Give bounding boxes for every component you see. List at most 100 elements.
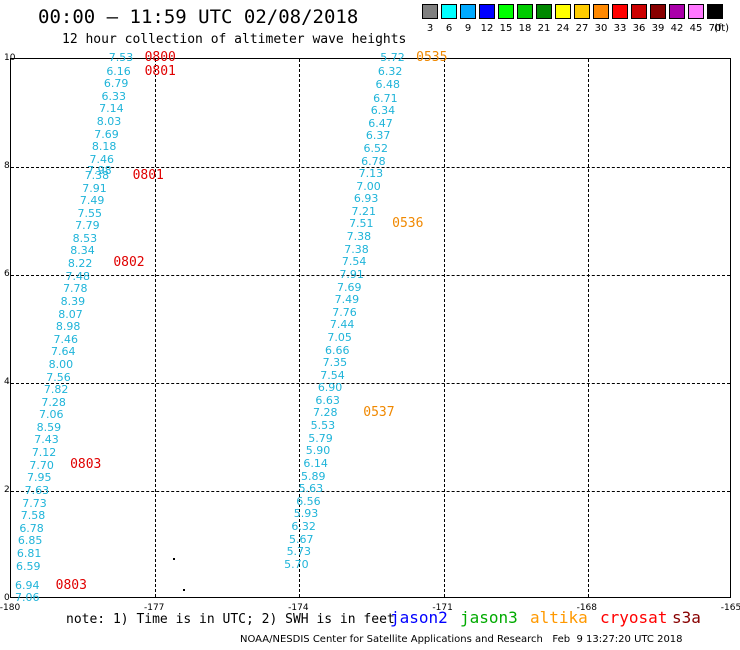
wave-height-value: 8.53 <box>72 231 98 245</box>
wave-height-value: 6.81 <box>16 546 42 560</box>
wave-height-value: 6.71 <box>373 91 398 105</box>
wave-height-value: 8.18 <box>91 140 117 154</box>
wave-height-value: 7.49 <box>79 194 105 208</box>
wave-height-value: 6.47 <box>368 116 393 130</box>
legend-swatch-label: 15 <box>499 23 513 34</box>
x-tick-label: -165 <box>720 603 740 613</box>
legend-swatch <box>479 4 495 19</box>
wave-height-value: 6.85 <box>17 534 43 548</box>
legend-swatch-label: 36 <box>632 23 646 34</box>
legend-swatch <box>441 4 457 19</box>
wave-height-value: 7.46 <box>53 332 78 346</box>
wave-height-value: 6.52 <box>363 141 388 155</box>
legend-swatch-label: 27 <box>575 23 589 34</box>
wave-height-value: 7.69 <box>337 280 362 294</box>
wave-height-value: 7.48 <box>65 269 90 283</box>
wave-height-value: 6.94 <box>15 579 40 593</box>
x-tick-label: -174 <box>288 603 309 613</box>
latitude-gridline <box>11 491 730 492</box>
wave-height-value: 6.66 <box>325 343 350 357</box>
wave-height-value: 7.38 <box>344 242 369 256</box>
wave-height-value: 7.76 <box>332 305 357 319</box>
wave-height-value: 6.78 <box>361 154 386 168</box>
time-label: 0535 <box>416 50 448 65</box>
y-tick-label: 8 <box>4 161 10 171</box>
wave-height-value: 7.55 <box>77 206 102 220</box>
legend-swatch <box>631 4 647 19</box>
x-tick-label: -168 <box>576 603 598 613</box>
wave-height-value: 7.73 <box>22 496 47 510</box>
wave-height-value: 7.79 <box>75 219 100 233</box>
time-label: 0800 <box>144 50 176 65</box>
wave-height-value: 7.06 <box>39 408 64 422</box>
island-dot <box>183 588 186 591</box>
legend-swatch <box>688 4 704 19</box>
wave-height-value: 7.69 <box>94 127 119 141</box>
time-label: 0801 <box>132 167 164 183</box>
wave-height-value: 8.00 <box>48 357 74 371</box>
map-plot-area <box>10 58 731 598</box>
wave-height-value: 5.73 <box>286 545 312 559</box>
wave-height-value: 7.00 <box>356 179 381 193</box>
wave-height-value: 7.38 <box>84 168 110 182</box>
legend-swatch-label: 42 <box>670 23 684 34</box>
legend-swatch-label: 39 <box>651 23 665 34</box>
wave-height-value: 7.13 <box>358 167 384 181</box>
legend-swatch <box>460 4 476 19</box>
time-label: 0803 <box>55 578 87 594</box>
longitude-gridline <box>587 59 589 597</box>
page-title: 00:00 – 11:59 UTC 02/08/2018 <box>38 6 359 28</box>
wave-height-value: 7.06 <box>15 591 40 604</box>
wave-height-value: 7.58 <box>20 508 46 522</box>
wave-height-value: 6.34 <box>370 103 396 117</box>
island-dot <box>173 557 176 560</box>
wave-height-value: 6.93 <box>353 192 379 206</box>
wave-height-value: 7.64 <box>51 345 76 359</box>
wave-height-value: 6.59 <box>15 559 41 573</box>
wave-height-value: 5.67 <box>288 532 314 546</box>
wave-height-value: 6.48 <box>375 78 401 91</box>
wave-height-value: 6.33 <box>101 89 127 103</box>
wave-height-value: 8.22 <box>67 257 93 271</box>
wave-height-value: 8.07 <box>58 307 83 321</box>
wave-height-value: 7.56 <box>46 370 71 384</box>
wave-height-value: 6.32 <box>291 519 316 533</box>
longitude-gridline <box>155 59 157 597</box>
wave-height-value: 7.14 <box>99 102 124 116</box>
wave-height-value: 7.43 <box>34 433 59 447</box>
wave-height-value: 7.44 <box>329 318 355 332</box>
legend-swatch <box>650 4 666 19</box>
footer-credit: NOAA/NESDIS Center for Satellite Applica… <box>240 634 683 645</box>
legend-swatch-label: 3 <box>426 23 434 34</box>
wave-height-value: 8.59 <box>36 420 62 434</box>
longitude-gridline <box>443 59 445 597</box>
satellite-name: s3a <box>672 608 701 627</box>
wave-height-value: 8.98 <box>55 319 81 333</box>
legend-swatch-label: 70 <box>708 23 722 34</box>
wave-height-value: 7.05 <box>327 330 352 344</box>
wave-height-value: 6.79 <box>103 76 129 90</box>
wave-height-value: 6.32 <box>377 64 403 78</box>
legend-swatch <box>555 4 571 19</box>
wave-height-value: 8.03 <box>96 114 122 128</box>
wave-height-value: 7.12 <box>31 446 57 460</box>
wave-height-value: 7.98 <box>87 164 112 178</box>
wave-height-value: 7.70 <box>29 458 54 472</box>
wave-height-value: 7.35 <box>322 356 348 370</box>
wave-height-value: 5.90 <box>305 444 331 458</box>
wave-height-value: 7.63 <box>24 484 50 498</box>
legend-swatch <box>669 4 685 19</box>
wave-height-value: 7.49 <box>334 292 360 306</box>
time-label: 0537 <box>363 405 395 421</box>
y-tick-label: 10 <box>4 53 16 63</box>
wave-height-value: 7.28 <box>313 406 338 420</box>
page-subtitle: 12 hour collection of altimeter wave hei… <box>62 32 407 47</box>
legend-swatch-label: 6 <box>445 23 453 34</box>
legend-swatch-label: 18 <box>518 23 532 34</box>
wave-height-value: 5.53 <box>310 419 336 433</box>
wave-height-value: 7.91 <box>339 268 364 282</box>
wave-height-value: 7.95 <box>27 471 52 485</box>
legend-swatch-label: 21 <box>537 23 551 34</box>
x-tick-label: -177 <box>143 603 165 613</box>
